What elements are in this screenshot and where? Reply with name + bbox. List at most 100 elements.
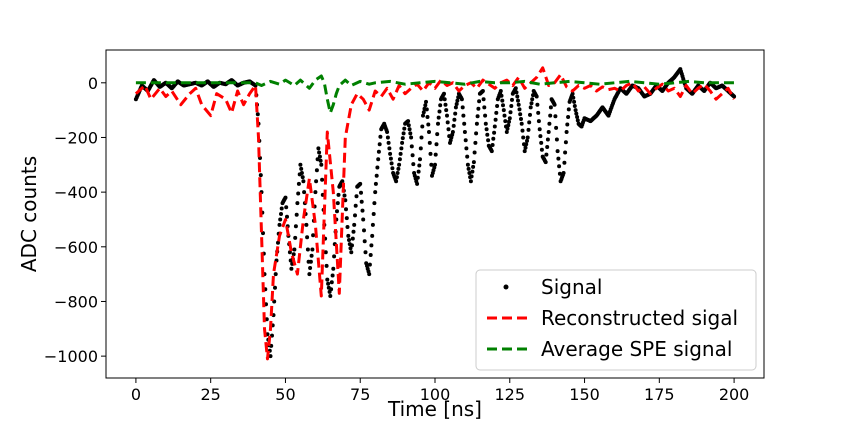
signal-point	[554, 137, 559, 142]
signal-point	[554, 125, 559, 130]
signal-point	[336, 192, 341, 197]
signal-point	[524, 142, 529, 147]
signal-point	[316, 146, 321, 151]
signal-point	[335, 209, 339, 214]
signal-point	[362, 239, 367, 244]
signal-point	[459, 97, 464, 102]
signal-point	[436, 115, 441, 120]
signal-point	[344, 216, 349, 221]
signal-point	[468, 179, 473, 184]
signal-point	[528, 112, 532, 117]
signal-point	[299, 166, 304, 171]
signal-point	[572, 99, 577, 104]
signal-point	[385, 130, 390, 134]
signal-point	[548, 105, 553, 110]
signal-point	[506, 123, 511, 128]
signal-point	[525, 138, 529, 143]
signal-point	[293, 235, 298, 240]
signal-point	[298, 162, 303, 167]
signal-point	[354, 194, 359, 199]
signal-point	[504, 130, 509, 134]
signal-point	[454, 102, 459, 106]
y-axis-title: ADC counts	[17, 156, 41, 272]
x-tick-label: 125	[494, 385, 525, 404]
series-average-spe	[135, 74, 735, 115]
signal-point	[572, 104, 577, 108]
signal-point	[407, 127, 412, 132]
legend: Signal Reconstructed sigal Average SPE sig…	[475, 269, 757, 371]
signal-point	[359, 199, 364, 204]
signal-point	[289, 266, 294, 271]
signal-point	[515, 94, 520, 99]
x-tick-label: 200	[719, 385, 750, 404]
signal-point	[442, 91, 446, 96]
signal-point	[433, 152, 438, 157]
signal-point	[320, 177, 325, 182]
signal-point	[268, 354, 273, 359]
signal-point	[435, 132, 440, 137]
signal-point	[423, 103, 428, 108]
y-tick-label: −1000	[44, 347, 98, 366]
signal-point	[483, 113, 488, 118]
signal-point	[401, 131, 406, 136]
signal-point	[277, 222, 282, 227]
signal-point	[292, 247, 297, 252]
signal-point	[406, 123, 411, 128]
signal-point	[370, 222, 375, 227]
signal-point	[351, 229, 356, 234]
signal-point	[315, 157, 320, 162]
signal-point	[305, 235, 310, 240]
signal-point	[514, 90, 519, 95]
signal-point	[444, 108, 449, 113]
signal-point	[470, 169, 475, 174]
signal-point	[347, 238, 351, 242]
signal-point	[510, 97, 514, 102]
signal-point	[543, 160, 548, 165]
y-tick-label: 0	[88, 74, 98, 93]
signal-point	[563, 150, 568, 155]
signal-point	[471, 164, 476, 169]
signal-point	[314, 168, 319, 173]
signal-point	[509, 104, 514, 108]
signal-point	[501, 108, 506, 113]
signal-point	[539, 140, 544, 145]
legend-label: Reconstructed sigal	[541, 306, 738, 330]
signal-point	[438, 103, 443, 108]
signal-point	[570, 91, 575, 96]
signal-point	[526, 127, 531, 132]
signal-point	[518, 112, 523, 117]
signal-point	[370, 233, 375, 238]
signal-point	[434, 142, 439, 147]
signal-point	[394, 175, 399, 180]
signal-point	[472, 150, 477, 155]
signal-point	[495, 104, 500, 108]
signal-point	[328, 294, 333, 298]
signal-point	[462, 121, 467, 126]
signal-point	[443, 102, 448, 107]
signal-point	[279, 206, 284, 211]
signal-point	[307, 272, 312, 277]
signal-point	[358, 181, 363, 186]
signal-point	[433, 162, 437, 167]
signal-point	[335, 201, 340, 206]
signal-point	[399, 146, 404, 151]
signal-point	[295, 201, 300, 206]
signal-point	[539, 147, 544, 152]
signal-point	[409, 135, 414, 140]
signal-point	[451, 123, 456, 128]
signal-point	[562, 160, 567, 165]
signal-point	[489, 149, 494, 154]
signal-point	[442, 97, 447, 102]
signal-point	[516, 98, 520, 103]
y-tick-label: −600	[54, 238, 98, 257]
signal-point	[436, 121, 440, 126]
signal-point	[491, 136, 496, 141]
signal-point	[350, 236, 355, 241]
legend-marker-signal	[503, 284, 509, 290]
signal-point	[406, 119, 411, 124]
signal-point	[283, 195, 288, 200]
signal-point	[300, 175, 305, 180]
signal-point	[453, 105, 458, 110]
signal-point	[402, 126, 407, 131]
signal-point	[482, 105, 487, 110]
